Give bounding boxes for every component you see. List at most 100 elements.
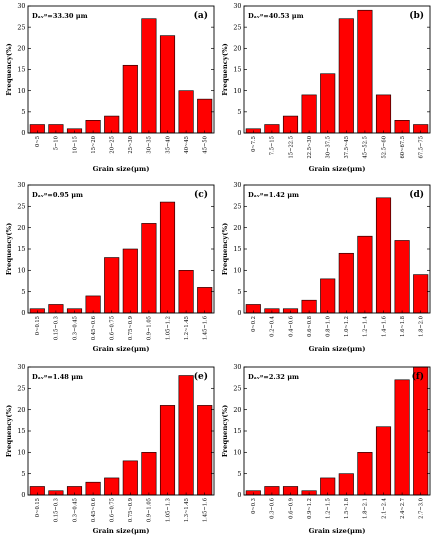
x-tick-label: 0.2~0.4 (270, 315, 276, 337)
y-tick-label: 30 (233, 363, 241, 371)
y-tick-label: 5 (237, 108, 241, 116)
bar (141, 223, 157, 314)
y-tick-label: 20 (17, 224, 25, 232)
bar (375, 94, 392, 134)
bar (282, 115, 299, 134)
bar (320, 477, 336, 496)
y-tick-label: 5 (21, 288, 25, 296)
x-tick-label: 1.45~1.6 (203, 316, 209, 340)
x-tick-label: 0.3~0.45 (72, 316, 78, 340)
x-tick-label: 67.5~75 (419, 136, 425, 159)
x-tick-label: 40~45 (184, 136, 190, 154)
average-diameter-label: Dₐᵥᵍ=1.48 μm (32, 373, 83, 381)
x-tick-label: 1.2~1.45 (184, 316, 190, 340)
x-tick-label: 1.05~1.3 (165, 498, 171, 522)
x-tick-label: 1.2~1.4 (363, 315, 369, 337)
panel-label: (c) (194, 189, 208, 200)
x-tick-label: 0.4~0.6 (288, 316, 294, 337)
chart-panel-e: 0 5 10 15 20 25 30 0~0.15 0.15~0.3 0.3~0.45 0.45~0… (5, 363, 215, 535)
bar (413, 274, 429, 314)
y-tick-label: 0 (237, 491, 241, 499)
x-tick-label: 0.6~0.9 (288, 498, 294, 519)
bar (159, 201, 176, 314)
y-tick-label: 10 (233, 267, 241, 275)
y-axis-label: Frequency(%) (221, 223, 229, 276)
panel-label: (f) (412, 371, 424, 382)
x-tick-label: 1.8~2.1 (363, 498, 369, 519)
y-tick-label: 15 (17, 66, 25, 74)
panel-label: (a) (194, 10, 208, 21)
bar (375, 426, 392, 496)
y-tick-label: 30 (233, 181, 241, 189)
y-axis-label: Frequency(%) (221, 43, 229, 96)
x-tick-label: 0.9~1.05 (147, 498, 153, 522)
x-tick-label: 0.75~0.9 (128, 498, 134, 522)
bar (104, 115, 120, 134)
y-tick-label: 5 (237, 470, 241, 478)
x-tick-label: 30~37.5 (326, 136, 332, 159)
y-tick-label: 15 (233, 245, 241, 253)
x-tick-label: 0.45~0.6 (91, 316, 97, 340)
x-tick-label: 37.5~45 (344, 136, 350, 159)
chart-panel-c: 0 5 10 15 20 25 30 0~0.15 0.15~0.3 0.3~0.45 0.45~0… (5, 181, 215, 353)
bar (413, 366, 429, 496)
y-tick-label: 20 (233, 45, 241, 53)
x-tick-label: 2.1~2.4 (381, 497, 387, 519)
y-tick-label: 0 (21, 491, 25, 499)
y-tick-label: 25 (233, 203, 241, 211)
x-tick-label: 35~40 (165, 136, 171, 154)
x-tick-label: 0.9~1.2 (307, 498, 313, 519)
x-tick-label: 1.8~2.0 (419, 316, 425, 337)
y-tick-label: 20 (233, 224, 241, 232)
bar (357, 452, 373, 496)
x-tick-label: 30~35 (147, 136, 153, 154)
x-tick-label: 0.75~0.9 (128, 316, 134, 340)
x-tick-label: 15~22.5 (288, 136, 294, 159)
y-tick-label: 0 (21, 309, 25, 317)
x-tick-label: 45~52.5 (363, 136, 369, 159)
panel-label: (e) (194, 371, 208, 382)
bar (320, 73, 336, 134)
y-tick-label: 10 (17, 449, 25, 457)
bar (375, 197, 392, 314)
bar (141, 18, 157, 134)
x-tick-label: 0.9~1.05 (147, 316, 153, 340)
y-tick-label: 25 (233, 385, 241, 393)
y-tick-label: 20 (17, 406, 25, 414)
x-tick-label: 1.6~1.8 (400, 316, 406, 337)
bar (104, 257, 120, 314)
y-tick-label: 0 (21, 129, 25, 137)
x-tick-label: 0.45~0.6 (91, 498, 97, 522)
x-axis-label: Grain size(μm) (93, 165, 150, 173)
bar (394, 379, 410, 496)
bar (197, 405, 213, 496)
bar (338, 252, 354, 314)
x-tick-label: 1.05~1.2 (165, 316, 171, 340)
y-tick-label: 0 (237, 129, 241, 137)
y-tick-label: 15 (233, 66, 241, 74)
bar (122, 460, 138, 496)
average-diameter-label: Dₐᵥᵍ=0.95 μm (32, 191, 83, 199)
chart-panel-b: 0 5 10 15 20 25 30 0~7.5 7.5~15 15~22.5 22.5~30 30~… (221, 2, 431, 173)
x-tick-label: 0~5 (35, 136, 41, 147)
y-axis-label: Frequency(%) (5, 43, 13, 96)
y-tick-label: 20 (233, 406, 241, 414)
y-tick-label: 5 (21, 470, 25, 478)
x-tick-label: 45~50 (203, 136, 209, 154)
x-tick-label: 2.7~3.0 (419, 498, 425, 519)
average-diameter-label: Dₐᵥᵍ=2.32 μm (248, 373, 299, 381)
x-tick-label: 1.5~1.8 (344, 498, 350, 519)
y-tick-label: 5 (237, 288, 241, 296)
chart-panel-f: 0 5 10 15 20 25 30 0~0.3 0.3~0.6 0.6~0.9 0.9~1.2 1.… (221, 363, 431, 535)
x-tick-label: 1.0~1.2 (344, 316, 350, 337)
x-tick-label: 0.15~0.3 (54, 316, 60, 340)
x-tick-label: 0~7.5 (251, 136, 257, 152)
x-tick-label: 0.3~0.45 (72, 498, 78, 522)
bar (178, 90, 194, 134)
y-tick-label: 15 (233, 427, 241, 435)
x-tick-label: 52.5~60 (381, 136, 387, 159)
bar (394, 240, 410, 314)
y-tick-label: 25 (17, 23, 25, 31)
bar (159, 35, 176, 134)
